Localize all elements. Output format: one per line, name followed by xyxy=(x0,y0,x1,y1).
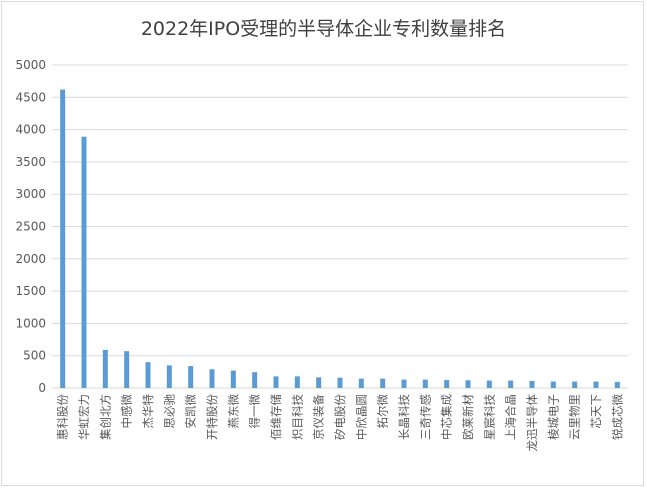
bar xyxy=(209,369,215,388)
y-tick-label: 1500 xyxy=(15,284,46,298)
bar xyxy=(230,370,236,388)
bar xyxy=(529,380,535,388)
y-tick-label: 3000 xyxy=(15,187,46,201)
bar xyxy=(252,372,258,388)
bar xyxy=(60,89,66,388)
x-category-label: 燕东微 xyxy=(226,394,240,429)
chart-title: 2022年IPO受理的半导体企业专利数量排名 xyxy=(140,18,507,40)
bar xyxy=(572,381,578,388)
x-category-label: 思必驰 xyxy=(162,394,176,429)
x-category-label: 集创北方 xyxy=(98,394,112,440)
bar xyxy=(593,381,599,388)
gridlines xyxy=(52,64,628,389)
bar xyxy=(422,379,428,388)
x-category-label: 欧莱新材 xyxy=(461,394,475,440)
y-tick-label: 1000 xyxy=(15,316,46,330)
x-category-label: 佰维存储 xyxy=(269,394,283,440)
bar xyxy=(486,380,492,388)
bar xyxy=(166,365,172,388)
bar xyxy=(102,349,108,388)
y-tick-label: 500 xyxy=(23,349,46,363)
x-category-label: 中芯集成 xyxy=(440,394,454,440)
x-category-label: 京仪装备 xyxy=(312,394,326,440)
x-category-label: 锐成芯微 xyxy=(610,394,624,440)
y-tick-label: 4000 xyxy=(15,123,46,137)
x-category-label: 惠科股份 xyxy=(56,394,70,440)
bar xyxy=(508,380,514,388)
y-tick-label: 3500 xyxy=(15,155,46,169)
x-category-label: 棱城电子 xyxy=(546,394,560,440)
bar xyxy=(145,362,151,388)
bar xyxy=(316,377,322,388)
bar xyxy=(401,379,407,388)
bar xyxy=(550,381,556,388)
x-category-label: 安凯微 xyxy=(184,394,198,429)
x-category-label: 三奇传感 xyxy=(418,394,432,440)
bar xyxy=(188,366,194,388)
bar xyxy=(337,377,343,388)
x-category-label: 芯天下 xyxy=(589,394,603,429)
bar xyxy=(444,379,450,388)
x-category-label: 得一微 xyxy=(248,394,262,429)
x-category-label: 云里物里 xyxy=(568,394,582,440)
x-category-label: 龙迅半导体 xyxy=(525,394,539,452)
y-axis-ticks: 0 500 1000 1500 2000 2500 3000 3500 4000 4500 5000 xyxy=(15,58,46,395)
y-tick-label: 2000 xyxy=(15,252,46,266)
x-category-label: 拓尔微 xyxy=(376,394,390,429)
x-category-label: 矽电股份 xyxy=(333,394,347,440)
x-axis-labels: 惠科股份 华虹宏力 集创北方 中感微 杰华特 思必驰 安凯微 开特股份 燕东微 得一微 佰维存储 炽目… xyxy=(56,394,625,452)
bars xyxy=(60,89,620,388)
x-category-label: 华虹宏力 xyxy=(77,394,91,440)
bar xyxy=(294,376,300,388)
y-tick-label: 4500 xyxy=(15,90,46,104)
x-category-label: 长晶科技 xyxy=(397,394,411,440)
x-category-label: 炽目科技 xyxy=(290,394,304,440)
bar xyxy=(380,378,386,388)
bar xyxy=(273,376,279,388)
bar xyxy=(124,351,130,388)
y-tick-label: 5000 xyxy=(15,58,46,72)
bar xyxy=(81,136,87,388)
bar xyxy=(358,378,364,388)
bar xyxy=(614,381,620,388)
x-category-label: 星宸科技 xyxy=(482,394,496,440)
x-category-label: 中感微 xyxy=(120,394,134,429)
x-category-label: 上海合晶 xyxy=(504,394,518,440)
y-tick-label: 2500 xyxy=(15,220,46,234)
x-category-label: 杰华特 xyxy=(141,394,155,429)
x-category-label: 开特股份 xyxy=(205,394,219,440)
x-category-label: 中欣晶圆 xyxy=(354,394,368,440)
bar xyxy=(465,380,471,388)
y-tick-label: 0 xyxy=(38,381,46,395)
